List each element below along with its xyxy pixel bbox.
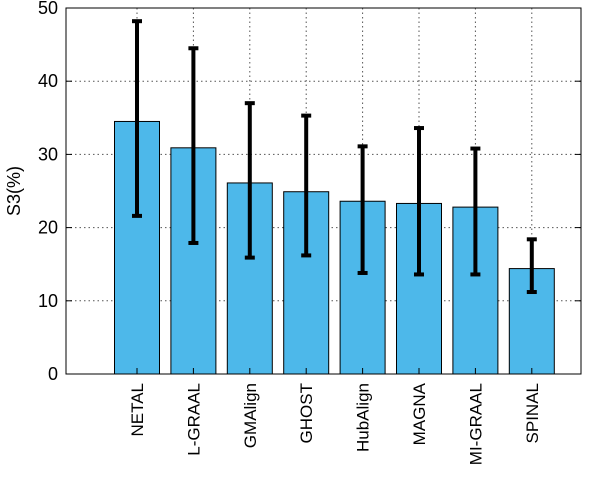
- y-tick-label: 20: [38, 218, 58, 238]
- x-category-label: SPINAL: [523, 383, 542, 443]
- error-bar-layer: [132, 19, 537, 295]
- x-category-label: HubAlign: [354, 383, 373, 452]
- y-tick-label: 0: [48, 364, 58, 384]
- x-category-label: GMAlign: [241, 383, 260, 448]
- plot-frame: [65, 7, 582, 375]
- y-axis-label: S3(%): [4, 166, 24, 216]
- x-category-label: MAGNA: [410, 382, 429, 445]
- y-tick-label: 40: [38, 71, 58, 91]
- x-category-label: MI-GRAAL: [466, 383, 485, 465]
- y-tick-label: 50: [38, 0, 58, 18]
- x-category-label: GHOST: [297, 383, 316, 443]
- x-category-label: L-GRAAL: [184, 383, 203, 456]
- y-tick-label: 30: [38, 144, 58, 164]
- x-category-label: NETAL: [128, 383, 147, 437]
- y-tick-label: 10: [38, 291, 58, 311]
- y-tick-layer: 0 10 20 30 40 50: [38, 0, 581, 384]
- x-category-layer: NETAL L-GRAAL GMAlign GHOST HubAlign MAGNA MI-…: [128, 382, 542, 465]
